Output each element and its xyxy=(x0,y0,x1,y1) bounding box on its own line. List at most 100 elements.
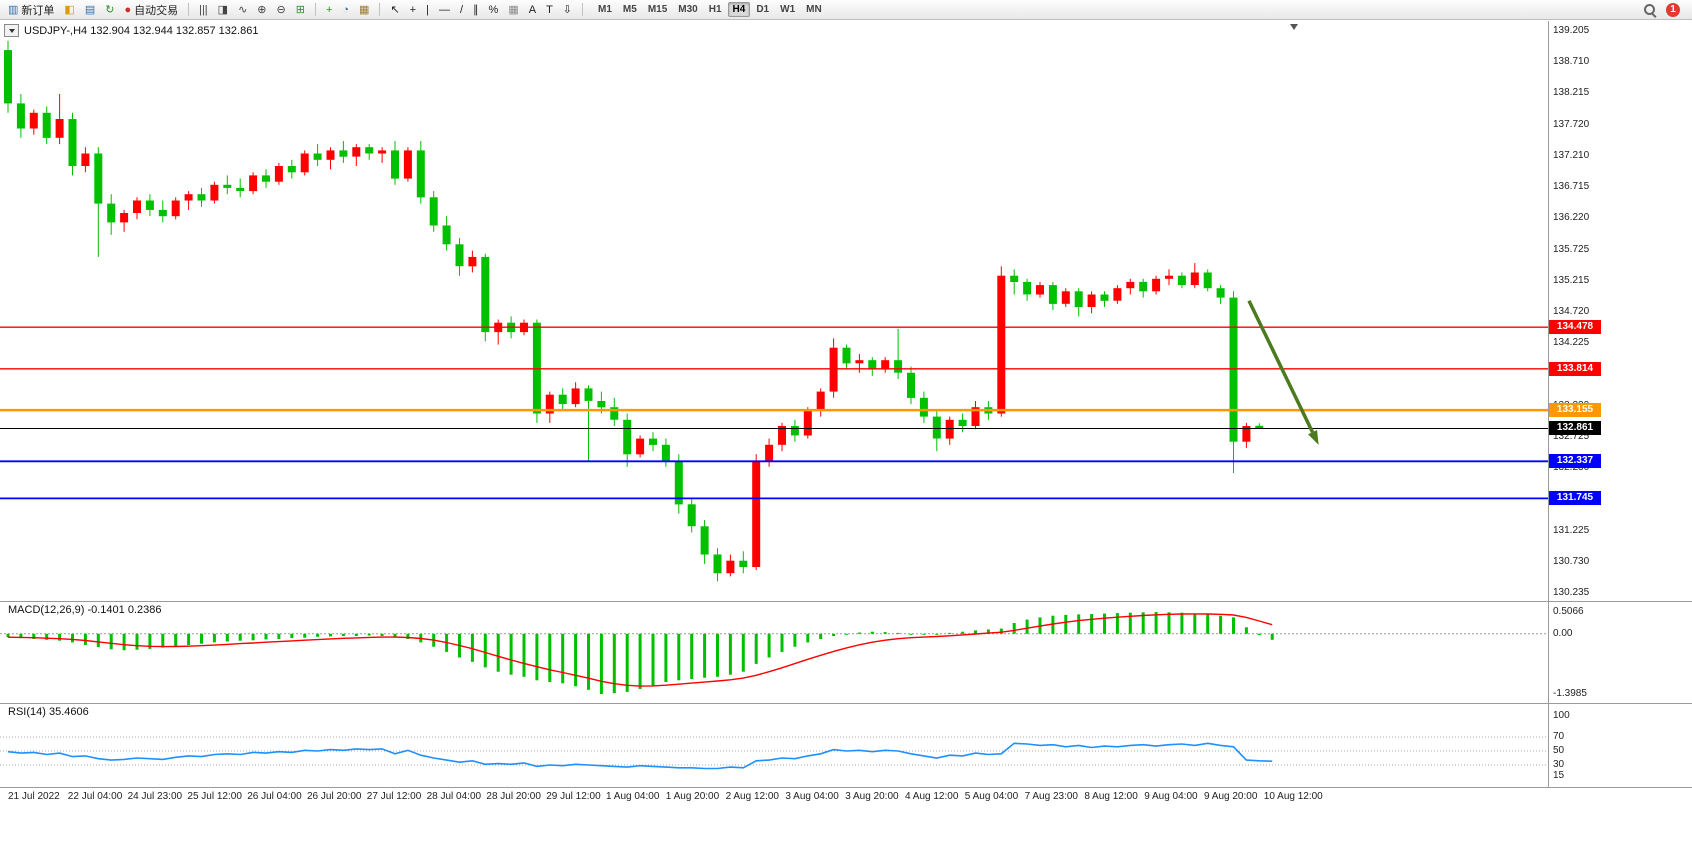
candle-body xyxy=(623,419,632,455)
refresh-icon[interactable]: ↻ xyxy=(101,1,118,19)
candle-body xyxy=(1048,285,1057,304)
candle-body xyxy=(300,153,309,173)
timeframe-h1[interactable]: H1 xyxy=(708,4,722,15)
toolbar: ▥ 新订单 ◧ ▤ ↻ ● 自动交易 ||| ◨ ∿ ⊕ ⊖ ⊞ + ◔ ▦ ↖ + | — / ∥% ▦ A T ⇩ M1 M5 M… xyxy=(0,0,1692,20)
macd-histogram-bar xyxy=(509,633,513,675)
macd-histogram-bar xyxy=(716,633,719,677)
macd-histogram-bar xyxy=(1128,612,1132,634)
zoom-out-icon[interactable]: ⊖ xyxy=(273,1,290,19)
cursor-icon[interactable]: ↖ xyxy=(386,1,403,19)
macd-panel[interactable] xyxy=(0,602,1548,702)
trend-arrow[interactable] xyxy=(1247,299,1315,433)
macd-histogram-bar xyxy=(122,633,126,651)
trend-arrow-head xyxy=(1308,430,1319,445)
arrows-icon[interactable]: ⇩ xyxy=(559,1,576,19)
candlestick-icon[interactable]: ◨ xyxy=(214,1,232,19)
toolbar-right: 1 xyxy=(1643,2,1688,18)
zoom-in-icon[interactable]: ⊕ xyxy=(253,1,270,19)
candle-body xyxy=(1126,281,1135,289)
candle-body xyxy=(262,175,270,182)
timeframe-mn[interactable]: MN xyxy=(806,4,822,15)
tile-windows-icon: ⊞ xyxy=(295,3,305,16)
price-chart[interactable] xyxy=(0,21,1548,601)
macd-histogram-bar xyxy=(832,633,836,636)
indicators-icon[interactable]: + xyxy=(322,1,336,19)
candle-body xyxy=(1255,425,1264,429)
text-icon[interactable]: A xyxy=(525,1,540,19)
time-axis-label: 5 Aug 04:00 xyxy=(964,791,1019,802)
symbol-dropdown-button[interactable] xyxy=(4,24,19,37)
chart-window-icon[interactable]: ◧ xyxy=(60,1,78,19)
rsi-panel[interactable] xyxy=(0,704,1548,786)
timeframe-d1[interactable]: D1 xyxy=(756,4,770,15)
candle-body xyxy=(1010,275,1019,282)
macd-histogram-bar xyxy=(290,633,294,639)
market-watch-icon[interactable]: ▤ xyxy=(81,1,99,19)
timeframe-m5[interactable]: M5 xyxy=(622,4,637,15)
time-axis-label: 4 Aug 12:00 xyxy=(905,791,959,802)
candle-body xyxy=(894,360,903,373)
timeframe-w1[interactable]: W1 xyxy=(780,4,796,15)
toolbar-separator xyxy=(314,3,316,16)
grid-icon[interactable]: ▦ xyxy=(504,1,522,19)
templates-icon[interactable]: ▦ xyxy=(355,1,373,19)
panel-splitter-macd[interactable] xyxy=(0,601,1692,602)
panel-splitter-rsi[interactable] xyxy=(0,703,1692,704)
autotrading-icon: ● xyxy=(124,3,132,16)
price-badge-134.478: 134.478 xyxy=(1549,320,1601,335)
time-axis[interactable]: 21 Jul 2022 22 Jul 04:00 24 Jul 23:00 25 Ju… xyxy=(0,788,1548,812)
candle-body xyxy=(584,388,593,401)
macd-histogram-bar xyxy=(187,633,191,645)
timeframe-m15[interactable]: M15 xyxy=(647,4,668,15)
candle-body xyxy=(391,150,399,179)
time-axis-label: 10 Aug 12:00 xyxy=(1263,791,1323,802)
macd-histogram-bar xyxy=(1244,627,1248,634)
macd-histogram-bar xyxy=(19,633,23,639)
line-chart-icon[interactable]: ∿ xyxy=(234,1,251,19)
text-label-icon[interactable]: T xyxy=(542,1,557,19)
bar-chart-icon[interactable]: ||| xyxy=(195,1,212,19)
channel-icon[interactable]: ∥ xyxy=(469,1,483,19)
candle-body xyxy=(326,150,335,160)
candle-body xyxy=(778,426,786,445)
macd-histogram-bar xyxy=(264,633,268,640)
timeframe-h4[interactable]: H4 xyxy=(727,2,751,17)
templates-icon: ▦ xyxy=(359,3,370,16)
horizontal-line-icon[interactable]: — xyxy=(435,1,454,19)
price-axis-label: 135.215 xyxy=(1553,274,1590,286)
fibonacci-icon[interactable]: % xyxy=(485,1,503,19)
timeframe-m1[interactable]: M1 xyxy=(598,4,612,15)
toolbar-separator xyxy=(379,3,381,16)
autotrading-button[interactable]: ● 自动交易 xyxy=(120,1,182,19)
price-axis-label: 134.225 xyxy=(1553,337,1590,349)
candle-body xyxy=(481,256,490,333)
toolbar-separator xyxy=(188,3,190,16)
time-axis-label: 3 Aug 04:00 xyxy=(785,791,839,802)
trendline-icon[interactable]: / xyxy=(456,1,467,19)
chart-shift-marker[interactable] xyxy=(1290,24,1298,30)
timeframe-m30[interactable]: M30 xyxy=(678,4,698,15)
candle-body xyxy=(1190,272,1199,285)
candle-body xyxy=(649,438,657,445)
time-axis-label: 28 Jul 20:00 xyxy=(486,791,541,802)
candle-body xyxy=(1036,285,1044,295)
crosshair-icon[interactable]: + xyxy=(406,1,420,19)
grid-icon: ▦ xyxy=(508,3,519,16)
candle-body xyxy=(378,150,387,154)
notification-badge[interactable]: 1 xyxy=(1666,2,1680,17)
macd-histogram-bar xyxy=(741,633,745,672)
macd-histogram-bar xyxy=(599,633,603,694)
candle-body xyxy=(339,150,348,157)
macd-histogram-bar xyxy=(1257,633,1261,636)
vertical-line-icon[interactable]: | xyxy=(422,1,433,19)
tile-windows-icon[interactable]: ⊞ xyxy=(292,1,309,19)
new-order-button[interactable]: ▥ 新订单 xyxy=(4,1,58,19)
timeframes-icon[interactable]: ◔ xyxy=(338,1,353,19)
search-icon[interactable] xyxy=(1643,3,1657,18)
macd-histogram-bar xyxy=(406,633,410,639)
time-axis-label: 8 Aug 12:00 xyxy=(1084,791,1138,802)
macd-histogram-bar xyxy=(922,633,926,635)
price-axis[interactable]: 139.205 138.710 138.215 137.720 137.210 136.7… xyxy=(1549,0,1692,844)
time-axis-label: 22 Jul 04:00 xyxy=(67,791,123,802)
macd-histogram-bar xyxy=(677,633,681,681)
